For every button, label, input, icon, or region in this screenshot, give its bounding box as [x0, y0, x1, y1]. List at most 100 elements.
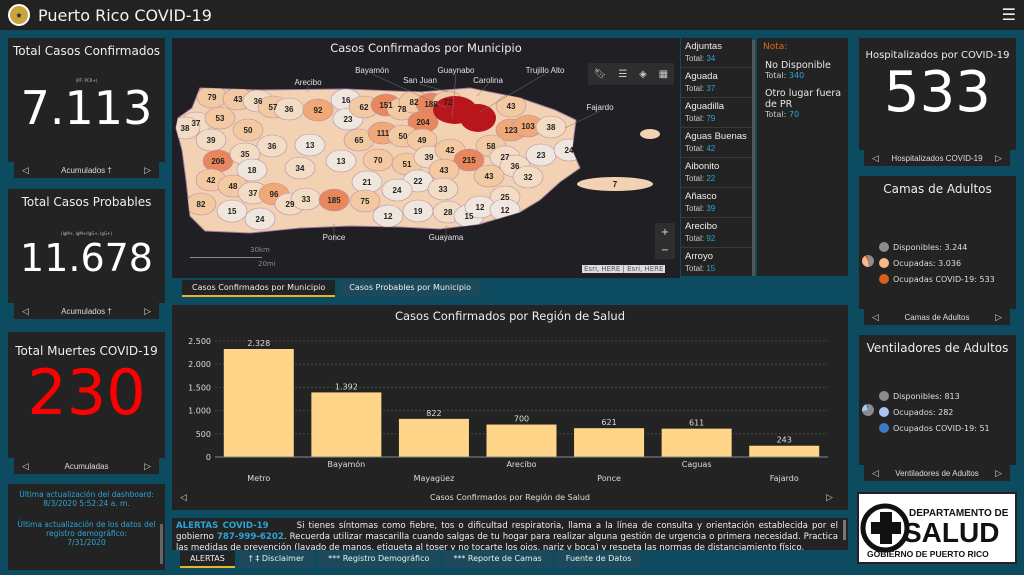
next-arrow-icon[interactable]: ▷ — [995, 467, 1002, 478]
y-tick-label: 1.000 — [188, 407, 211, 416]
tab-registro-demografico[interactable]: *** Registro Demográfico — [318, 551, 440, 568]
bar[interactable] — [311, 392, 382, 457]
next-arrow-icon[interactable]: ▷ — [144, 460, 151, 471]
municipio-region[interactable] — [473, 164, 505, 188]
municipio-count-label: 13 — [337, 157, 346, 166]
municipio-count-label: 39 — [207, 136, 216, 145]
municipio-item[interactable]: Aguas Buenas Total: 42 — [681, 128, 752, 158]
vieques-shape[interactable] — [577, 177, 653, 191]
municipio-region[interactable] — [244, 207, 276, 231]
municipio-count-label: 13 — [306, 141, 315, 150]
municipio-item[interactable]: Aibonito Total: 22 — [681, 158, 752, 188]
municipio-total: 34 — [706, 54, 716, 63]
next-arrow-icon[interactable]: ▷ — [826, 493, 833, 503]
metro-region[interactable] — [460, 104, 496, 132]
legend-item[interactable]: Ocupadas: 3.036 — [879, 258, 995, 268]
legend-item[interactable]: Ocupados COVID-19: 51 — [879, 423, 990, 433]
pie-slice — [866, 404, 868, 410]
municipio-item[interactable]: Arroyo Total: 15 — [681, 248, 752, 276]
municipio-region[interactable] — [232, 118, 264, 142]
culebra-shape[interactable] — [640, 129, 660, 139]
next-arrow-icon[interactable]: ▷ — [995, 152, 1002, 163]
bar[interactable] — [574, 428, 645, 457]
prev-arrow-icon[interactable]: ◁ — [22, 164, 29, 175]
next-arrow-icon[interactable]: ▷ — [144, 305, 151, 316]
municipio-count-label: 185 — [327, 196, 341, 205]
municipio-region[interactable] — [427, 177, 459, 201]
place-leader-line — [419, 83, 449, 93]
legend-item[interactable]: Ocupados: 282 — [879, 407, 990, 417]
municipio-region[interactable] — [294, 133, 326, 157]
total-label: Total: — [765, 110, 789, 119]
municipio-region[interactable] — [302, 98, 334, 122]
tab-confirmados-municipio[interactable]: Casos Confirmados por Municipio — [182, 280, 336, 297]
legend-item[interactable]: Disponibles: 3.244 — [879, 242, 995, 252]
municipio-region[interactable] — [453, 148, 485, 172]
bar[interactable] — [486, 424, 557, 457]
prev-arrow-icon[interactable]: ◁ — [872, 311, 879, 322]
probable-footer: ◁ Acumulados † ▷ — [14, 303, 159, 319]
municipio-region[interactable] — [236, 158, 268, 182]
tab-disclaimer[interactable]: † ‡ Disclaimer — [238, 551, 315, 568]
alert-phone[interactable]: 787-999-6202 — [216, 532, 284, 542]
prev-arrow-icon[interactable]: ◁ — [872, 467, 879, 478]
bar[interactable] — [749, 445, 820, 457]
municipio-item[interactable]: Añasco Total: 39 — [681, 188, 752, 218]
legend-list-icon[interactable]: ☰ — [618, 68, 628, 80]
map-panel: Casos Confirmados por Municipio 79 43 36 57… — [172, 38, 680, 278]
alert-scrollbar[interactable] — [843, 520, 846, 540]
municipio-name: Arroyo — [685, 251, 713, 262]
municipio-region[interactable] — [512, 165, 544, 189]
municipio-region[interactable] — [325, 149, 357, 173]
legend-item[interactable]: Ocupadas COVID-19: 533 — [879, 274, 995, 284]
municipio-count-label: 34 — [296, 164, 305, 173]
bar[interactable] — [398, 418, 469, 457]
bar-value-label: 822 — [426, 409, 441, 418]
pie-slice — [868, 255, 874, 267]
pie-slice — [862, 404, 868, 412]
region-chart-panel: Casos Confirmados por Región de Salud 0 5… — [172, 305, 848, 510]
tab-reporte-camas[interactable]: *** Reporte de Camas — [443, 551, 552, 568]
bar[interactable] — [223, 348, 294, 457]
municipio-item[interactable]: Aguadilla Total: 79 — [681, 98, 752, 128]
municipio-region[interactable] — [381, 178, 413, 202]
legend-item[interactable]: Disponibles: 813 — [879, 391, 990, 401]
scrollbar[interactable] — [160, 524, 163, 564]
municipio-region[interactable] — [204, 106, 236, 130]
x-tick-label: Ponce — [597, 474, 621, 483]
bar[interactable] — [661, 428, 732, 457]
prev-arrow-icon[interactable]: ◁ — [872, 152, 879, 163]
legend-swatch — [879, 391, 889, 401]
municipio-region[interactable] — [535, 115, 567, 139]
basemap-gallery-icon[interactable]: ▦ — [658, 68, 669, 80]
vents-footer: ◁ Ventiladores de Adultos ▷ — [864, 465, 1010, 481]
next-arrow-icon[interactable]: ▷ — [144, 164, 151, 175]
tab-fuente-datos[interactable]: Fuente de Datos — [555, 551, 642, 568]
municipio-item[interactable]: Aguada Total: 37 — [681, 68, 752, 98]
municipio-item[interactable]: Arecibo Total: 92 — [681, 218, 752, 248]
municipio-region[interactable] — [256, 134, 288, 158]
zoom-in-button[interactable]: + — [655, 223, 675, 241]
tab-probables-municipio[interactable]: Casos Probables por Municipio — [339, 280, 482, 297]
municipio-count-label: 29 — [286, 200, 295, 209]
municipio-region[interactable] — [284, 156, 316, 180]
layers-icon[interactable]: ◈ — [639, 68, 647, 80]
municipio-region[interactable] — [349, 189, 381, 213]
tab-alertas[interactable]: ALERTAS — [180, 551, 235, 568]
hamburger-icon[interactable]: ☰ — [1001, 5, 1016, 24]
zoom-out-button[interactable]: − — [655, 241, 675, 259]
next-arrow-icon[interactable]: ▷ — [995, 311, 1002, 322]
municipio-region[interactable] — [216, 199, 248, 223]
prev-arrow-icon[interactable]: ◁ — [22, 305, 29, 316]
list-scrollbar[interactable] — [752, 40, 755, 276]
municipio-item[interactable]: Adjuntas Total: 34 — [681, 38, 752, 68]
bar-value-label: 2.328 — [247, 339, 270, 348]
municipio-region[interactable] — [318, 188, 350, 212]
total-label: Total: — [685, 54, 707, 63]
prev-arrow-icon[interactable]: ◁ — [180, 493, 187, 503]
municipio-region[interactable] — [172, 116, 201, 140]
bookmark-icon[interactable]: 🔖︎ — [593, 68, 607, 80]
pie-slice — [865, 255, 868, 261]
prev-arrow-icon[interactable]: ◁ — [22, 460, 29, 471]
